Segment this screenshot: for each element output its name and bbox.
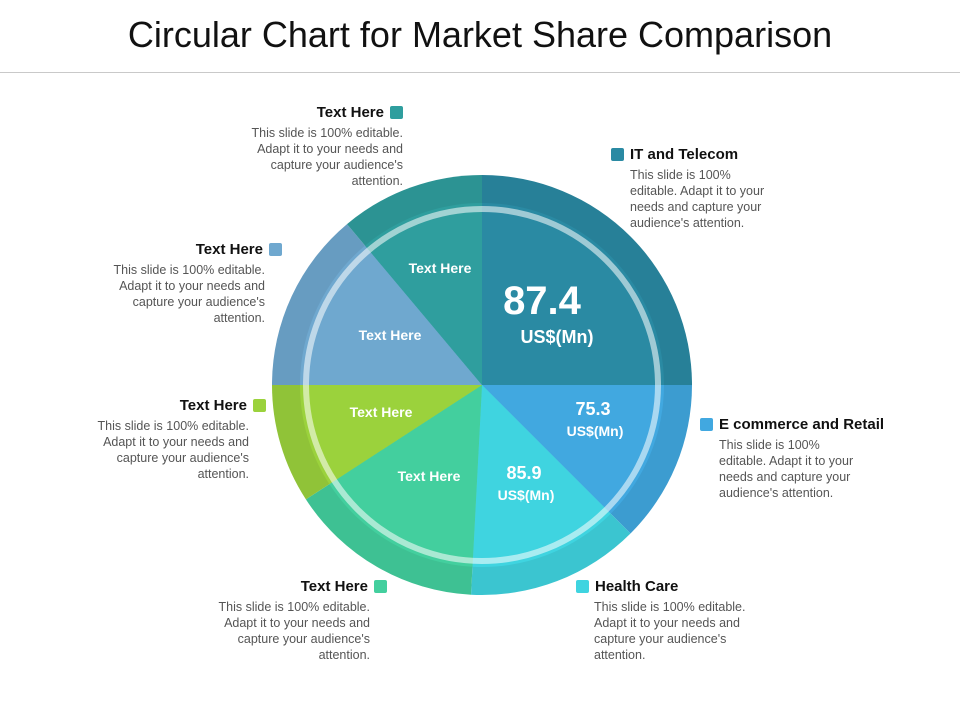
callout-green: Text Here This slide is 100% editable. A…: [217, 578, 387, 663]
callout-teal: Text Here This slide is 100% editable. A…: [233, 104, 403, 189]
callout-body: This slide is 100% editable. Adapt it to…: [251, 126, 403, 188]
callout-it-telecom: IT and Telecom This slide is 100% editab…: [611, 146, 781, 231]
callout-title: IT and Telecom: [630, 146, 739, 163]
chart-ring: [303, 206, 661, 564]
legend-square-icon: [253, 399, 266, 412]
callout-body: This slide is 100% editable. Adapt it to…: [630, 168, 765, 230]
legend-square-icon: [269, 243, 282, 256]
callout-body: This slide is 100% editable. Adapt it to…: [594, 600, 746, 662]
slice-label-teal: Text Here: [409, 260, 472, 276]
title-divider: [0, 72, 960, 73]
slice-unit-health: US$(Mn): [498, 487, 555, 503]
slice-unit-it: US$(Mn): [521, 327, 594, 347]
slice-health: [472, 385, 611, 567]
callout-title: E commerce and Retail: [719, 416, 885, 433]
callout-lime: Text Here This slide is 100% editable. A…: [96, 397, 266, 482]
callout-body: This slide is 100% editable. Adapt it to…: [97, 419, 249, 481]
slice-blue: [300, 245, 482, 385]
callout-title: Text Here: [300, 578, 368, 595]
callout-body: This slide is 100% editable. Adapt it to…: [113, 263, 265, 325]
callout-title: Text Here: [195, 241, 263, 258]
callout-body: This slide is 100% editable. Adapt it to…: [218, 600, 370, 662]
slice-it: [482, 203, 664, 385]
slice-value-health: 85.9: [506, 463, 541, 483]
callout-body: This slide is 100% editable. Adapt it to…: [719, 438, 854, 500]
callout-ecommerce-retail: E commerce and Retail This slide is 100%…: [700, 416, 884, 501]
legend-square-icon: [390, 106, 403, 119]
legend-square-icon: [576, 580, 589, 593]
callout-health-care: Health Care This slide is 100% editable.…: [576, 578, 746, 663]
slice-ecom: [482, 385, 664, 514]
slice-label-green: Text Here: [398, 468, 461, 484]
slice-unit-ecom: US$(Mn): [567, 423, 624, 439]
slice-value-ecom: 75.3: [575, 399, 610, 419]
slice-label-blue: Text Here: [359, 327, 422, 343]
callout-title: Text Here: [316, 104, 384, 121]
slice-value-it: 87.4: [503, 279, 582, 323]
slice-lime: [300, 385, 482, 485]
page-title: Circular Chart for Market Share Comparis…: [127, 14, 833, 55]
callout-title: Health Care: [595, 578, 679, 595]
legend-square-icon: [611, 148, 624, 161]
legend-square-icon: [700, 418, 713, 431]
callout-blue: Text Here This slide is 100% editable. A…: [112, 241, 282, 326]
slice-label-lime: Text Here: [350, 404, 413, 420]
legend-square-icon: [374, 580, 387, 593]
callout-title: Text Here: [179, 397, 247, 414]
slice-teal: [365, 203, 482, 385]
